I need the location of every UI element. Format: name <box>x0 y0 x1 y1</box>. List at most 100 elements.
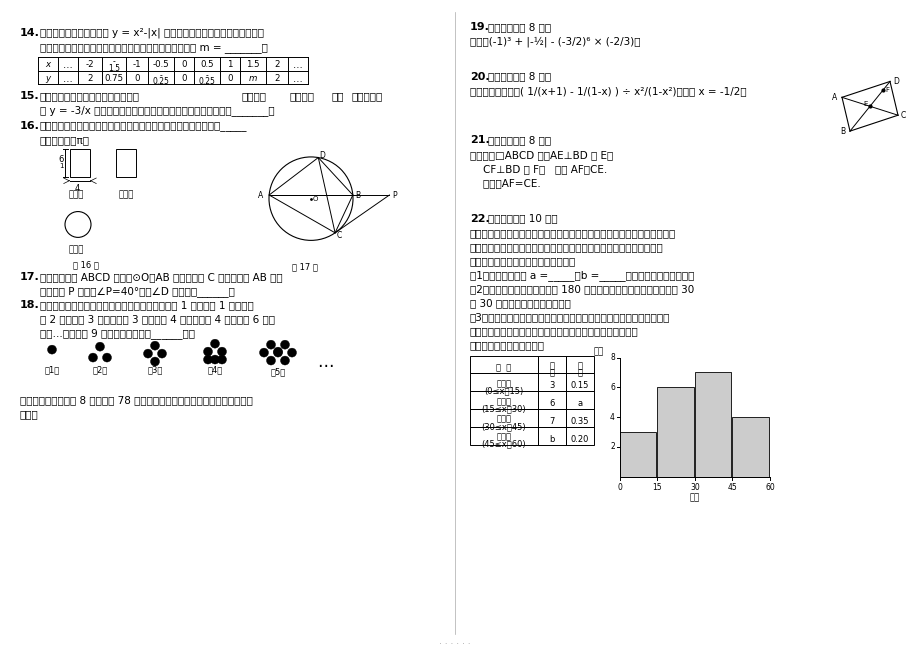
Circle shape <box>203 347 212 356</box>
Text: 某学习小组为了探究函数 y = x²-|x| 的图象和性质，根据以往学习函数的: 某学习小组为了探究函数 y = x²-|x| 的图象和性质，根据以往学习函数的 <box>40 28 264 38</box>
Circle shape <box>151 357 159 366</box>
Bar <box>538 356 565 374</box>
Text: 15.: 15. <box>20 92 40 101</box>
Text: 第 2 个图案有 3 枚棋子，第 3 个图案有 4 枚棋子，第 4 个图案有 6 枚棋: 第 2 个图案有 3 枚棋子，第 3 个图案有 4 枚棋子，第 4 个图案有 6… <box>40 314 275 324</box>
Text: C: C <box>336 231 342 240</box>
Text: （本小题满分 8 分）: （本小题满分 8 分） <box>487 22 550 32</box>
Bar <box>116 149 136 177</box>
Bar <box>619 432 656 476</box>
Text: 21.: 21. <box>470 135 489 145</box>
Text: 如图，四边形 ABCD 内接于⊙O，AB 是直径，过 C 点的切线与 AB 的延: 如图，四边形 ABCD 内接于⊙O，AB 是直径，过 C 点的切线与 AB 的延 <box>40 272 282 282</box>
Text: 的点称为: 的点称为 <box>289 92 314 101</box>
Text: 经验，列表确定了该函数图象上一些点的坐标，表格中的 m = _______。: 经验，列表确定了该函数图象上一些点的坐标，表格中的 m = _______。 <box>40 43 267 53</box>
Text: 第 16 题: 第 16 题 <box>73 260 99 269</box>
Text: 。反比例函: 。反比例函 <box>352 92 383 101</box>
Text: 30: 30 <box>689 483 699 492</box>
Text: …: … <box>293 73 302 83</box>
Text: 主视图: 主视图 <box>68 190 84 200</box>
Text: 频: 频 <box>577 361 582 370</box>
Text: 次数: 次数 <box>689 493 699 502</box>
Bar <box>470 427 538 445</box>
Bar <box>538 427 565 445</box>
Text: A: A <box>831 93 836 102</box>
Text: 0.25: 0.25 <box>199 77 215 86</box>
Text: 45: 45 <box>727 483 736 492</box>
Text: -: - <box>160 72 162 81</box>
Text: 60: 60 <box>765 483 774 492</box>
Text: ，（结果保留π）: ，（结果保留π） <box>40 135 90 145</box>
Text: 0: 0 <box>181 73 187 83</box>
Text: 分  组: 分 组 <box>496 363 511 372</box>
Bar <box>732 417 768 476</box>
Text: B: B <box>839 127 844 136</box>
Text: E: E <box>863 101 867 107</box>
Text: 步骤。: 步骤。 <box>20 410 39 419</box>
Text: -: - <box>112 58 115 66</box>
Text: 求证：AF=CE.: 求证：AF=CE. <box>470 178 540 188</box>
Text: · · · · · ·: · · · · · · <box>438 640 471 649</box>
Text: 16.: 16. <box>20 121 40 131</box>
Text: (15≤x＜30): (15≤x＜30) <box>482 404 526 413</box>
Text: D: D <box>892 77 898 86</box>
Text: …: … <box>293 60 302 70</box>
Text: 6: 6 <box>58 155 63 164</box>
Text: 0.25: 0.25 <box>153 77 169 86</box>
Text: D: D <box>319 151 324 159</box>
Text: a: a <box>577 399 582 408</box>
Text: 3: 3 <box>549 382 554 391</box>
Text: 人数: 人数 <box>594 348 604 357</box>
Text: -2: -2 <box>85 60 95 69</box>
Text: 第 17 题: 第 17 题 <box>291 262 318 271</box>
Text: 俯视图: 俯视图 <box>68 245 84 254</box>
Text: 18.: 18. <box>20 300 40 310</box>
Circle shape <box>267 356 275 365</box>
Bar <box>565 391 594 410</box>
Text: 数: 数 <box>549 369 554 377</box>
Bar <box>538 410 565 427</box>
Text: A: A <box>257 190 263 200</box>
Text: 6: 6 <box>609 383 614 392</box>
Text: B: B <box>355 190 359 200</box>
Text: 我们把直角坐标系中横坐标与纵坐标: 我们把直角坐标系中横坐标与纵坐标 <box>40 92 140 101</box>
Text: 0.75: 0.75 <box>105 73 123 83</box>
Text: CF⊥BD 于 F，   连接 AF，CE.: CF⊥BD 于 F， 连接 AF，CE. <box>470 164 607 174</box>
Text: (30≤x＜45): (30≤x＜45) <box>482 422 526 431</box>
Circle shape <box>143 349 153 358</box>
Text: 三、解答题：本题共 8 小题，共 78 分。解答应写出文字说明、证明过程或演算: 三、解答题：本题共 8 小题，共 78 分。解答应写出文字说明、证明过程或演算 <box>20 395 253 406</box>
Text: （4）: （4） <box>207 365 222 374</box>
Bar <box>538 391 565 410</box>
Text: 1.5: 1.5 <box>108 64 119 73</box>
Circle shape <box>48 345 56 354</box>
Bar <box>470 374 538 391</box>
Text: C: C <box>900 111 905 120</box>
Text: 是甲班学生的概率是多少？: 是甲班学生的概率是多少？ <box>470 340 544 350</box>
Circle shape <box>259 348 268 357</box>
Text: 第三组: 第三组 <box>496 415 511 424</box>
Circle shape <box>217 355 226 364</box>
Text: 0.35: 0.35 <box>570 417 588 426</box>
Text: b: b <box>549 435 554 444</box>
Text: （3）已知第一组中只有一个甲班学生，第四组中只有一个乙班学生，老: （3）已知第一组中只有一个甲班学生，第四组中只有一个乙班学生，老 <box>470 312 670 322</box>
Text: 2: 2 <box>87 73 93 83</box>
Text: 2: 2 <box>274 73 279 83</box>
Bar <box>470 391 538 410</box>
Text: 0: 0 <box>181 60 187 69</box>
Text: 子，…，那么第 9 个图案的棋子数是______枚。: 子，…，那么第 9 个图案的棋子数是______枚。 <box>40 328 195 339</box>
Text: 6: 6 <box>549 399 554 408</box>
Circle shape <box>102 353 111 362</box>
Text: 0.15: 0.15 <box>570 382 588 391</box>
Text: 小李用围棋子排成下列一组有规律的图案，其中第 1 个图案有 1 枚棋子，: 小李用围棋子排成下列一组有规律的图案，其中第 1 个图案有 1 枚棋子， <box>40 300 254 310</box>
Bar <box>565 374 594 391</box>
Text: 0: 0 <box>227 73 233 83</box>
Circle shape <box>210 339 220 348</box>
Text: 率: 率 <box>577 369 582 377</box>
Bar <box>538 374 565 391</box>
Text: P: P <box>392 190 397 200</box>
Text: (0≤x＜15): (0≤x＜15) <box>483 386 523 395</box>
Text: 1.5: 1.5 <box>246 60 259 69</box>
Text: 第一组: 第一组 <box>496 379 511 388</box>
Text: 师随机从这两个组中各选一名学生谈心，则所选这两人正好都: 师随机从这两个组中各选一名学生谈心，则所选这两人正好都 <box>470 326 638 336</box>
Circle shape <box>203 355 212 364</box>
Text: （本小题满分 10 分）: （本小题满分 10 分） <box>487 214 557 224</box>
Text: （2）: （2） <box>92 365 108 374</box>
